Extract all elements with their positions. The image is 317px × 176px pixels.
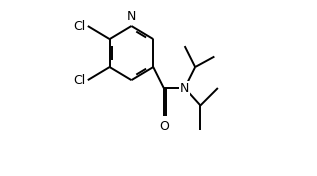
- Text: N: N: [127, 10, 136, 23]
- Text: N: N: [180, 81, 189, 95]
- Text: Cl: Cl: [73, 74, 85, 87]
- Text: O: O: [159, 120, 169, 133]
- Text: Cl: Cl: [73, 20, 85, 33]
